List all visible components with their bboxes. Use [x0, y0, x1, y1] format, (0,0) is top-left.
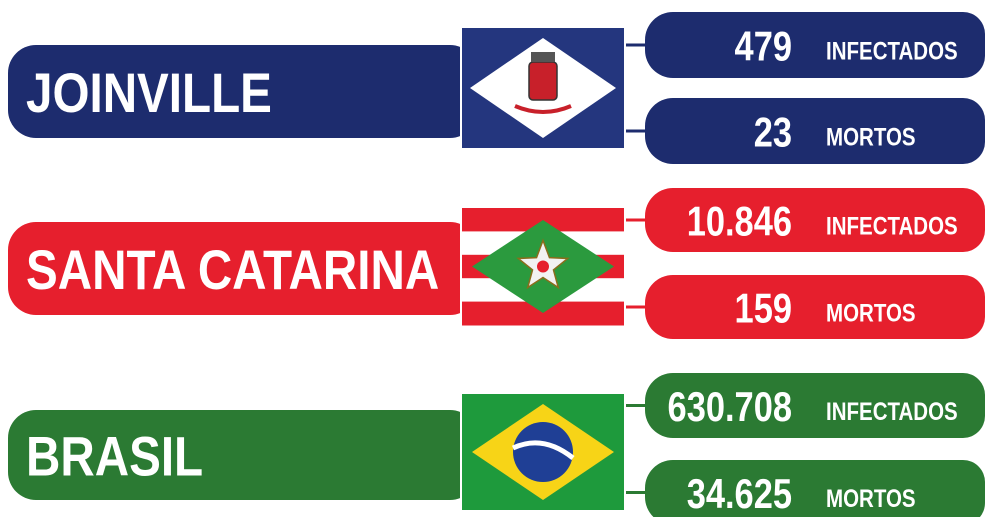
flag — [460, 206, 626, 327]
count-square — [760, 12, 802, 78]
label-square — [806, 98, 846, 164]
count-square — [760, 373, 802, 438]
region-row: SANTA CATARINA 10.846 INFECTADOS 159 MORTOS — [8, 188, 985, 339]
flag-globe — [513, 422, 573, 482]
emblem-center — [537, 260, 549, 273]
name-wrap: JOINVILLE — [26, 62, 272, 124]
flag — [460, 26, 626, 150]
count-wrap: 159 — [735, 285, 792, 332]
count-value: 479 — [735, 23, 792, 70]
name-wrap: SANTA CATARINA — [26, 239, 439, 301]
count-wrap: 479 — [735, 23, 792, 70]
count-label: MORTOS — [826, 484, 916, 512]
label-pill — [806, 373, 985, 438]
count-label: INFECTADOS — [826, 37, 958, 65]
region-name: JOINVILLE — [26, 62, 272, 124]
label-square — [806, 275, 846, 339]
count-label: MORTOS — [826, 299, 916, 327]
emblem — [528, 61, 558, 101]
region-row: BRASIL 630.708 INFECTADOS 34.625 MORTOS — [8, 373, 985, 517]
label-pill — [806, 12, 985, 78]
label-wrap: INFECTADOS — [826, 212, 958, 240]
count-wrap: 23 — [754, 109, 792, 156]
name-pill — [8, 222, 478, 315]
label-pill — [806, 98, 985, 164]
count-value: 23 — [754, 109, 792, 156]
count-square — [760, 98, 802, 164]
region-name: SANTA CATARINA — [26, 239, 439, 301]
label-pill — [806, 275, 985, 339]
emblem-ribbon — [514, 104, 572, 114]
label-square — [806, 460, 846, 517]
count-square — [760, 275, 802, 339]
count-value: 10.846 — [687, 198, 792, 245]
flag — [460, 392, 626, 512]
emblem-crown — [531, 52, 555, 62]
region-row: JOINVILLE 479 INFECTADOS 23 MORTOS — [8, 12, 985, 164]
label-square — [806, 373, 846, 438]
count-square — [760, 188, 802, 252]
count-value: 630.708 — [668, 384, 792, 431]
count-wrap: 10.846 — [687, 198, 792, 245]
count-wrap: 630.708 — [668, 384, 792, 431]
count-label: INFECTADOS — [826, 212, 958, 240]
label-pill — [806, 188, 985, 252]
label-wrap: MORTOS — [826, 123, 916, 151]
count-value: 34.625 — [687, 471, 792, 517]
flag-stripe — [462, 301, 624, 326]
count-wrap: 34.625 — [687, 471, 792, 517]
region-name: BRASIL — [26, 426, 203, 488]
label-wrap: INFECTADOS — [826, 397, 958, 425]
name-wrap: BRASIL — [26, 426, 203, 488]
label-wrap: MORTOS — [826, 484, 916, 512]
count-value: 159 — [735, 285, 792, 332]
count-label: MORTOS — [826, 123, 916, 151]
flag-stripe — [462, 208, 624, 232]
name-pill — [8, 45, 478, 138]
count-square — [760, 460, 802, 517]
label-square — [806, 188, 846, 252]
label-pill — [806, 460, 985, 517]
label-wrap: MORTOS — [826, 299, 916, 327]
label-square — [806, 12, 846, 78]
flag-band — [511, 440, 575, 460]
count-label: INFECTADOS — [826, 397, 958, 425]
label-wrap: INFECTADOS — [826, 37, 958, 65]
name-pill — [8, 410, 478, 500]
